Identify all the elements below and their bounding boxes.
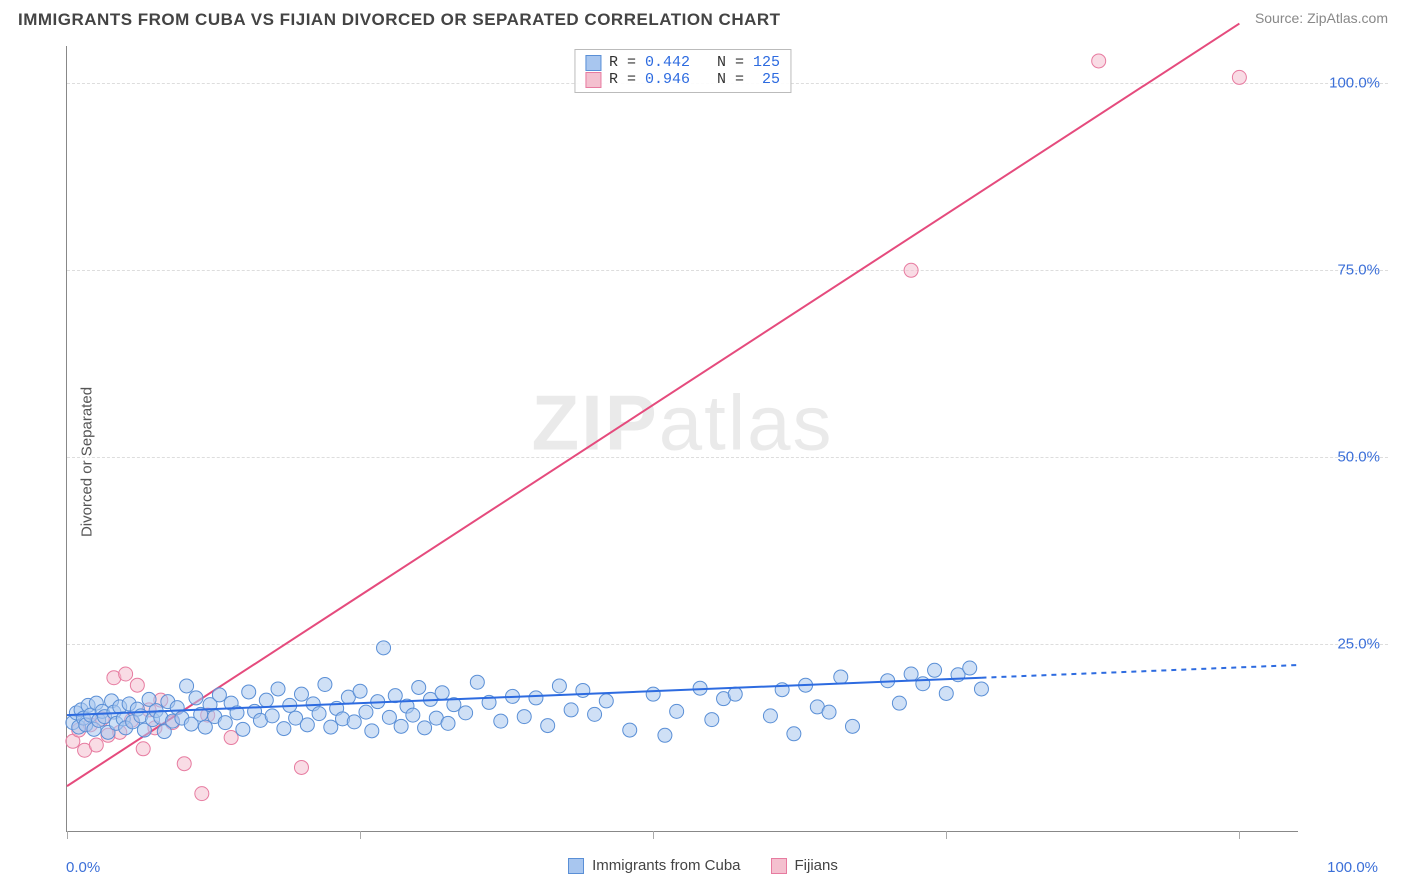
swatch-fijians <box>585 72 601 88</box>
legend-item-fijians: Fijians <box>771 857 838 874</box>
chart-container: Divorced or Separated ZIPatlas R = 0.442… <box>18 42 1388 882</box>
y-tick-label: 50.0% <box>1337 449 1380 466</box>
stats-row-cuba: R = 0.442 N = 125 <box>585 54 780 71</box>
y-tick-label: 75.0% <box>1337 262 1380 279</box>
stats-row-fijians: R = 0.946 N = 25 <box>585 71 780 88</box>
y-tick-label: 25.0% <box>1337 636 1380 653</box>
stats-legend: R = 0.442 N = 125 R = 0.946 N = 25 <box>574 49 791 93</box>
y-tick-label: 100.0% <box>1329 75 1380 92</box>
swatch-fijians-icon <box>771 858 787 874</box>
swatch-cuba-icon <box>568 858 584 874</box>
chart-title: IMMIGRANTS FROM CUBA VS FIJIAN DIVORCED … <box>18 10 781 30</box>
plot-area: ZIPatlas R = 0.442 N = 125 R = 0.946 N =… <box>66 46 1298 832</box>
chart-svg <box>67 46 367 196</box>
swatch-cuba <box>585 55 601 71</box>
series-legend: Immigrants from Cuba Fijians <box>18 857 1388 874</box>
legend-item-cuba: Immigrants from Cuba <box>568 857 740 874</box>
legend-label-cuba: Immigrants from Cuba <box>592 857 740 874</box>
legend-label-fijians: Fijians <box>795 857 838 874</box>
source-credit: Source: ZipAtlas.com <box>1255 10 1388 26</box>
